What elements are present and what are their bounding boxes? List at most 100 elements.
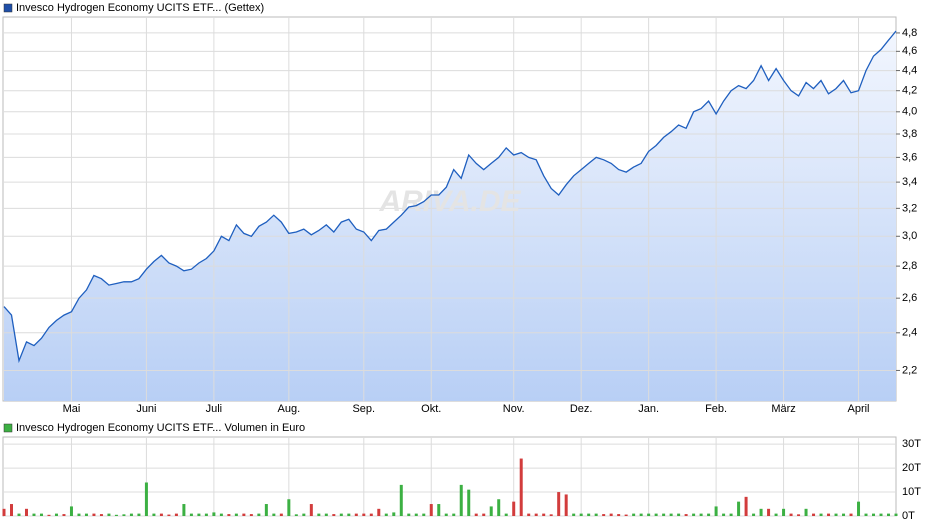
y-tick-label: 2,4 <box>902 327 917 339</box>
volume-bar <box>849 513 853 516</box>
volume-bar <box>377 508 381 516</box>
volume-bar <box>452 513 456 516</box>
volume-bar <box>159 513 163 516</box>
volume-bar <box>579 513 583 516</box>
price-line <box>3 30 897 364</box>
volume-bar <box>107 513 111 516</box>
y-tick-label: 2,2 <box>902 364 917 376</box>
volume-bar <box>504 513 508 516</box>
volume-bar <box>287 499 291 516</box>
volume-bar <box>729 513 733 516</box>
volume-bar <box>354 513 358 516</box>
volume-bar <box>197 513 201 516</box>
x-tick-label: Juli <box>206 403 223 415</box>
volume-bar <box>114 514 118 516</box>
volume-bar <box>489 506 493 516</box>
volume-bar <box>602 514 606 516</box>
volume-bar <box>684 514 688 516</box>
volume-bar <box>347 513 351 516</box>
y-tick-label: 30T <box>902 438 921 450</box>
x-tick-label: Juni <box>136 403 156 415</box>
volume-bar <box>707 513 711 516</box>
volume-chart: 0T 10T 20T 30T <box>2 436 921 522</box>
y-tick-label: 10T <box>902 486 921 498</box>
volume-bar <box>129 513 133 516</box>
volume-bar <box>414 513 418 516</box>
volume-bar <box>2 508 6 516</box>
legend-swatch <box>3 423 13 433</box>
volume-bar <box>587 513 591 516</box>
volume-bar <box>189 513 193 516</box>
x-tick-label: April <box>848 403 870 415</box>
y-tick-label: 3,8 <box>902 128 917 140</box>
chart-title: Invesco Hydrogen Economy UCITS ETF... (G… <box>16 2 264 14</box>
volume-bar <box>542 513 546 516</box>
volume-bar <box>767 508 771 516</box>
y-tick-label: 0T <box>902 510 915 522</box>
volume-bar <box>99 514 103 516</box>
volume-bar <box>249 514 253 516</box>
volume-bar <box>422 513 426 516</box>
volume-bar <box>647 513 651 516</box>
volume-bar <box>857 501 861 516</box>
volume-bar <box>317 513 321 516</box>
volume-bar <box>47 514 51 516</box>
volume-bar <box>279 513 283 516</box>
y-tick-label: 3,4 <box>902 176 917 188</box>
volume-bar <box>497 499 501 516</box>
volume-bar <box>864 513 868 516</box>
price-chart: ARIVA.DE 2,2 2,4 2,6 2,8 3,0 3,2 3,4 3,6 3,8 4,0 4,… <box>2 16 917 415</box>
volume-bar <box>474 513 478 516</box>
volume-bar <box>887 513 891 516</box>
volume-bar <box>564 494 568 516</box>
volume-bar <box>812 513 816 516</box>
volume-bar <box>69 506 73 516</box>
y-tick-label: 4,4 <box>902 64 917 76</box>
x-tick-label: Dez. <box>570 403 593 415</box>
volume-bar <box>834 513 838 516</box>
volume-bar <box>654 513 658 516</box>
volume-bar <box>429 504 433 516</box>
y-tick-label: 20T <box>902 462 921 474</box>
volume-bar <box>594 513 598 516</box>
volume-bar <box>804 508 808 516</box>
volume-bar <box>789 513 793 516</box>
volume-bar <box>144 482 148 516</box>
volume-bar <box>482 513 486 516</box>
y-tick-label: 4,2 <box>902 85 917 97</box>
volume-bar <box>677 513 681 516</box>
legend-swatch <box>3 3 13 13</box>
x-tick-label: Nov. <box>503 403 525 415</box>
volume-bar <box>257 513 261 516</box>
volume-bar <box>444 513 448 516</box>
y-tick-label: 3,0 <box>902 230 917 242</box>
volume-bar <box>797 514 801 516</box>
volume-bar <box>774 513 778 516</box>
volume-bar <box>782 508 786 516</box>
y-tick-label: 4,6 <box>902 45 917 57</box>
y-tick-label: 3,2 <box>902 202 917 214</box>
volume-bar <box>384 513 388 516</box>
volume-bar <box>9 504 13 516</box>
volume-bar <box>879 513 883 516</box>
volume-bar <box>467 489 471 516</box>
volume-bar <box>24 508 28 516</box>
volume-bar <box>84 513 88 516</box>
volume-bar <box>752 513 756 516</box>
volume-bar <box>294 514 298 516</box>
volume-bar <box>137 513 141 516</box>
volume-bar <box>624 514 628 516</box>
volume-bar <box>227 514 231 516</box>
x-tick-label: Jan. <box>638 403 659 415</box>
y-tick-label: 2,6 <box>902 292 917 304</box>
volume-bar <box>369 513 373 516</box>
volume-bar <box>332 514 336 516</box>
volume-bar <box>204 513 208 516</box>
volume-bar <box>272 513 276 516</box>
volume-bar <box>819 513 823 516</box>
volume-bar <box>309 504 313 516</box>
volume-bar <box>894 513 898 516</box>
volume-bar <box>219 513 223 516</box>
volume-bar <box>842 513 846 516</box>
